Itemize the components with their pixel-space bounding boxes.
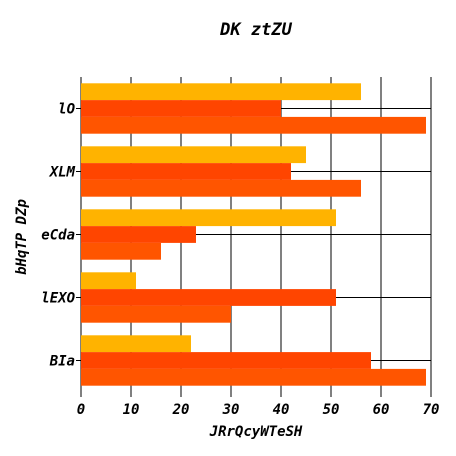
x-tick-label: 40 (273, 402, 290, 418)
y-tick-label: lO (58, 102, 75, 118)
bar (81, 83, 361, 101)
bar (81, 226, 196, 243)
chart-title: DK ztZU (219, 20, 292, 40)
x-tick-label: 50 (323, 402, 340, 418)
bars-group (81, 83, 426, 386)
x-tick-label: 60 (373, 402, 390, 418)
y-tick-label: eCda (41, 228, 75, 244)
y-tick-label: lEXO (41, 291, 75, 307)
bar (81, 272, 136, 290)
x-tick-label: 0 (77, 402, 85, 418)
bar (81, 116, 426, 134)
bar (81, 335, 191, 353)
bar (81, 179, 361, 197)
bar (81, 305, 231, 323)
bar (81, 368, 426, 386)
bar (81, 242, 161, 260)
y-tick-label: BIa (49, 354, 75, 370)
x-tick-labels: 0 10 20 30 40 50 60 70 (77, 402, 440, 418)
y-tick-labels: lO XLM eCda lEXO BIa (41, 102, 75, 370)
bar (81, 289, 336, 306)
y-axis-label: bHqTP DZp (14, 199, 30, 275)
x-tick-label: 70 (423, 402, 440, 418)
bar (81, 146, 306, 164)
x-axis-label: JRrQcyWTeSH (209, 424, 303, 440)
bar (81, 352, 371, 369)
bar (81, 163, 291, 180)
x-tick-label: 30 (222, 402, 240, 418)
y-tick-label: XLM (49, 165, 76, 181)
bar (81, 209, 336, 227)
x-tick-label: 10 (123, 402, 140, 418)
x-tick-label: 20 (172, 402, 190, 418)
bar (81, 100, 281, 117)
